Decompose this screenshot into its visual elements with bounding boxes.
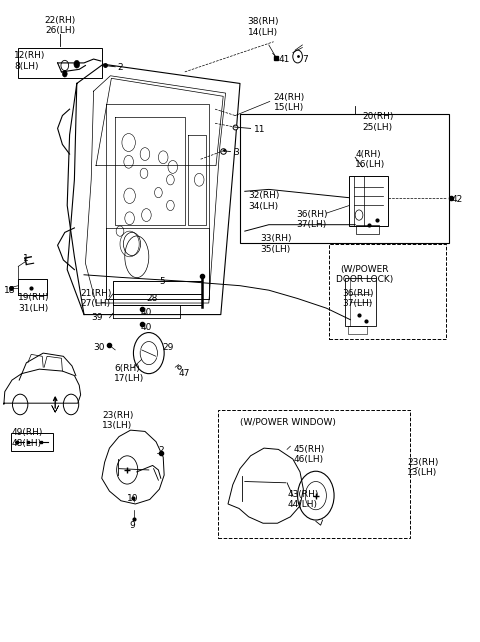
Text: 24(RH)
15(LH): 24(RH) 15(LH) <box>274 93 305 112</box>
Text: 47: 47 <box>179 369 190 378</box>
Text: 2: 2 <box>158 446 164 455</box>
Text: 38(RH)
14(LH): 38(RH) 14(LH) <box>247 17 279 37</box>
Text: 42: 42 <box>451 195 462 204</box>
Text: 2: 2 <box>118 63 123 72</box>
Bar <box>348 326 367 334</box>
Text: 18: 18 <box>4 286 15 295</box>
Text: 7: 7 <box>302 55 308 64</box>
Text: 49(RH)
48(LH): 49(RH) 48(LH) <box>12 428 43 447</box>
Text: 23(RH)
13(LH): 23(RH) 13(LH) <box>407 458 438 477</box>
Text: 6(RH)
17(LH): 6(RH) 17(LH) <box>114 364 144 383</box>
Text: 5: 5 <box>159 277 165 286</box>
Text: 12(RH)
8(LH): 12(RH) 8(LH) <box>14 51 46 71</box>
Bar <box>349 176 388 226</box>
Text: 3: 3 <box>234 148 240 157</box>
Text: 45(RH)
46(LH): 45(RH) 46(LH) <box>294 445 325 464</box>
Circle shape <box>74 60 80 68</box>
Text: (W/POWER
DOOR LOCK): (W/POWER DOOR LOCK) <box>336 265 394 284</box>
Text: 9: 9 <box>130 521 135 530</box>
Text: 21(RH)
27(LH): 21(RH) 27(LH) <box>81 289 112 308</box>
Text: 39: 39 <box>91 313 103 322</box>
Text: 11: 11 <box>254 125 266 134</box>
Text: 36(RH)
37(LH): 36(RH) 37(LH) <box>297 210 328 229</box>
Bar <box>356 225 379 234</box>
Text: (W/POWER WINDOW): (W/POWER WINDOW) <box>240 418 336 427</box>
Text: 40: 40 <box>140 323 152 332</box>
Text: 32(RH)
34(LH): 32(RH) 34(LH) <box>249 191 280 211</box>
Text: 28: 28 <box>146 294 158 303</box>
Bar <box>329 244 446 339</box>
Text: 4(RH)
16(LH): 4(RH) 16(LH) <box>355 150 385 169</box>
Bar <box>218 410 410 538</box>
Text: 23(RH)
13(LH): 23(RH) 13(LH) <box>102 411 133 430</box>
Circle shape <box>62 71 67 77</box>
Text: 1: 1 <box>23 254 28 263</box>
Text: 30: 30 <box>94 343 105 352</box>
Text: 20(RH)
25(LH): 20(RH) 25(LH) <box>362 112 394 132</box>
Text: 40: 40 <box>140 308 152 317</box>
Text: 29: 29 <box>162 343 174 352</box>
Text: 36(RH)
37(LH): 36(RH) 37(LH) <box>342 289 373 308</box>
Bar <box>18 48 102 78</box>
Text: 41: 41 <box>278 55 290 64</box>
Text: 33(RH)
35(LH): 33(RH) 35(LH) <box>261 234 292 254</box>
Text: 10: 10 <box>127 494 139 503</box>
Bar <box>11 433 53 451</box>
Text: 43(RH)
44(LH): 43(RH) 44(LH) <box>288 490 319 509</box>
Text: 22(RH)
26(LH): 22(RH) 26(LH) <box>44 16 76 35</box>
Bar <box>345 278 376 326</box>
Text: 19(RH)
31(LH): 19(RH) 31(LH) <box>18 293 50 313</box>
Bar <box>240 114 449 243</box>
